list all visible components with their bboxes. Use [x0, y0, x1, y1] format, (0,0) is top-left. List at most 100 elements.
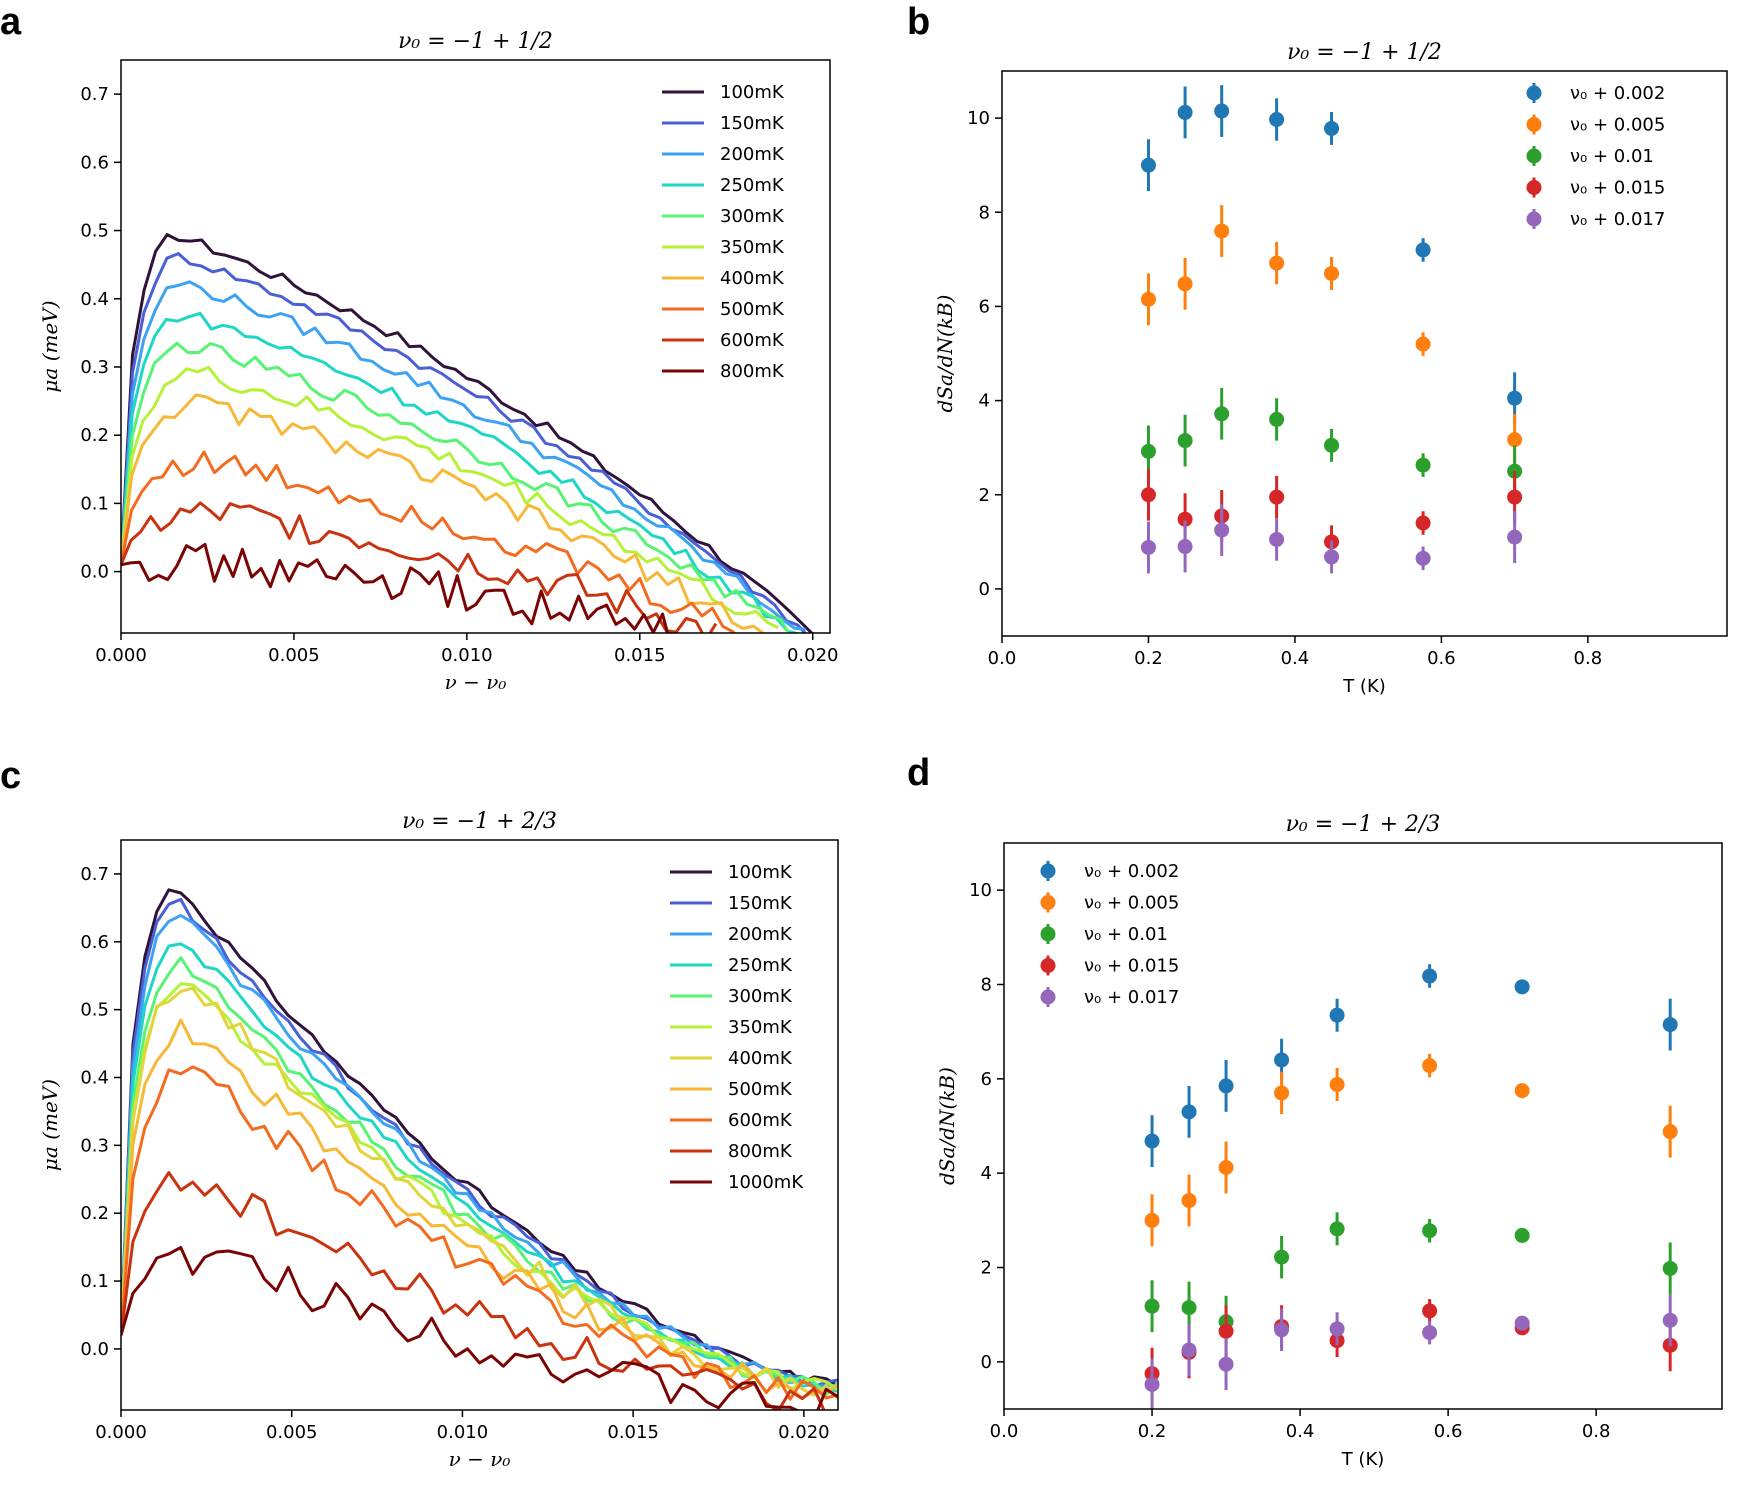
y-axis-label: μa (meV) [38, 300, 62, 392]
x-tick-label: 0.4 [1286, 1421, 1315, 1442]
data-point [1269, 111, 1285, 127]
data-point [1269, 255, 1285, 271]
y-tick-label: 0.5 [80, 221, 109, 242]
y-tick-label: 0.7 [80, 84, 109, 105]
legend-label: 350mK [720, 237, 785, 258]
x-tick-label: 0.015 [614, 645, 666, 666]
data-point [1329, 1007, 1345, 1023]
legend-label: 500mK [728, 1079, 793, 1100]
y-tick-label: 0.1 [80, 1271, 109, 1292]
data-point [1329, 1321, 1345, 1337]
data-point [1662, 1124, 1678, 1140]
y-tick-label: 6 [979, 296, 990, 317]
y-axis-label: dSa/dN(kB) [935, 1067, 959, 1185]
legend-label: 250mK [728, 955, 793, 976]
data-point [1181, 1193, 1197, 1209]
y-tick-label: 2 [979, 485, 990, 506]
x-tick-label: 0.000 [95, 645, 147, 666]
series-line-800mK [121, 542, 670, 633]
legend-label: ν₀ + 0.01 [1570, 146, 1654, 167]
y-axis-label: dSa/dN(kB) [933, 295, 957, 413]
x-tick-label: 0.6 [1434, 1421, 1463, 1442]
x-axis-label: ν − ν₀ [445, 670, 507, 694]
legend-label: 800mK [728, 1141, 793, 1162]
chart-title: ν₀ = −1 + 2/3 [402, 809, 557, 834]
plot-area [1144, 964, 1678, 1409]
x-tick-label: 0.000 [95, 1422, 147, 1443]
plot-area [1140, 85, 1523, 574]
data-point [1274, 1249, 1290, 1265]
data-point [1140, 539, 1156, 555]
legend: ν₀ + 0.002 ν₀ + 0.005 ν₀ + 0.01 ν₀ + 0.015 ν… [1526, 83, 1665, 230]
y-tick-label: 10 [969, 880, 992, 901]
data-point [1514, 979, 1530, 995]
legend-label: 150mK [720, 113, 785, 134]
data-point [1144, 1298, 1160, 1314]
legend-label: 300mK [720, 206, 785, 227]
x-axis-label: ν − ν₀ [449, 1447, 511, 1471]
data-point [1177, 511, 1193, 527]
y-tick-label: 0.4 [80, 289, 109, 310]
legend-label: 300mK [728, 986, 793, 1007]
legend-marker [1526, 117, 1542, 132]
series-line-200mK [121, 280, 806, 631]
data-point [1144, 1133, 1160, 1149]
legend-marker [1526, 211, 1542, 227]
data-point [1181, 1342, 1197, 1358]
data-point [1662, 1312, 1678, 1328]
data-point [1269, 489, 1285, 505]
data-point [1140, 291, 1156, 307]
series-line-300mK [121, 956, 838, 1397]
y-tick-label: 0 [979, 579, 990, 600]
data-point [1274, 1052, 1290, 1068]
legend-marker [1040, 895, 1056, 910]
series-line-300mK [121, 341, 791, 633]
series-line-100mK [121, 233, 814, 633]
data-point [1329, 1076, 1345, 1092]
data-point [1269, 531, 1285, 547]
x-tick-label: 0.020 [778, 1422, 830, 1443]
legend-label: 500mK [720, 299, 785, 320]
series-line-1000mK [121, 1246, 838, 1410]
series-line-500mK [121, 450, 737, 633]
data-point [1144, 1212, 1160, 1228]
x-tick-label: 0.2 [1138, 1421, 1167, 1442]
y-tick-label: 4 [981, 1163, 992, 1184]
x-tick-label: 0.005 [268, 645, 320, 666]
data-point [1415, 457, 1431, 473]
x-tick-label: 0.6 [1427, 648, 1456, 669]
legend-label: ν₀ + 0.002 [1084, 861, 1179, 882]
panel-letter-c: c [0, 755, 21, 797]
data-point [1507, 432, 1523, 448]
x-tick-label: 0.8 [1574, 648, 1603, 669]
data-point [1422, 1303, 1438, 1319]
data-point [1218, 1356, 1234, 1372]
data-point [1514, 1083, 1530, 1099]
data-point [1662, 1017, 1678, 1033]
series-line-800mK [121, 1171, 826, 1410]
y-tick-label: 0.6 [80, 932, 109, 953]
legend-label: 250mK [720, 175, 785, 196]
data-point [1218, 1323, 1234, 1339]
legend-marker [1040, 863, 1056, 879]
legend-label: 600mK [728, 1110, 793, 1131]
legend-label: ν₀ + 0.005 [1084, 893, 1179, 914]
data-point [1415, 550, 1431, 566]
data-point [1422, 1058, 1438, 1074]
data-point [1324, 549, 1340, 565]
y-tick-label: 6 [981, 1069, 992, 1090]
x-tick-label: 0.010 [437, 1422, 489, 1443]
legend-marker [1040, 989, 1056, 1005]
panel-c-chart: ν₀ = −1 + 2/3 0.000 0.005 0.010 0.015 0.020 0.… [38, 809, 839, 1471]
panel-letter-d: d [907, 752, 930, 794]
data-point [1329, 1221, 1345, 1237]
data-point [1507, 390, 1523, 406]
y-tick-label: 0.4 [80, 1068, 109, 1089]
series-line-250mK [121, 311, 800, 633]
data-point [1181, 1104, 1197, 1120]
data-point [1415, 515, 1431, 531]
data-point [1274, 1322, 1290, 1338]
legend-label: 600mK [720, 330, 785, 351]
legend-label: 1000mK [728, 1172, 804, 1193]
data-point [1181, 1300, 1197, 1316]
